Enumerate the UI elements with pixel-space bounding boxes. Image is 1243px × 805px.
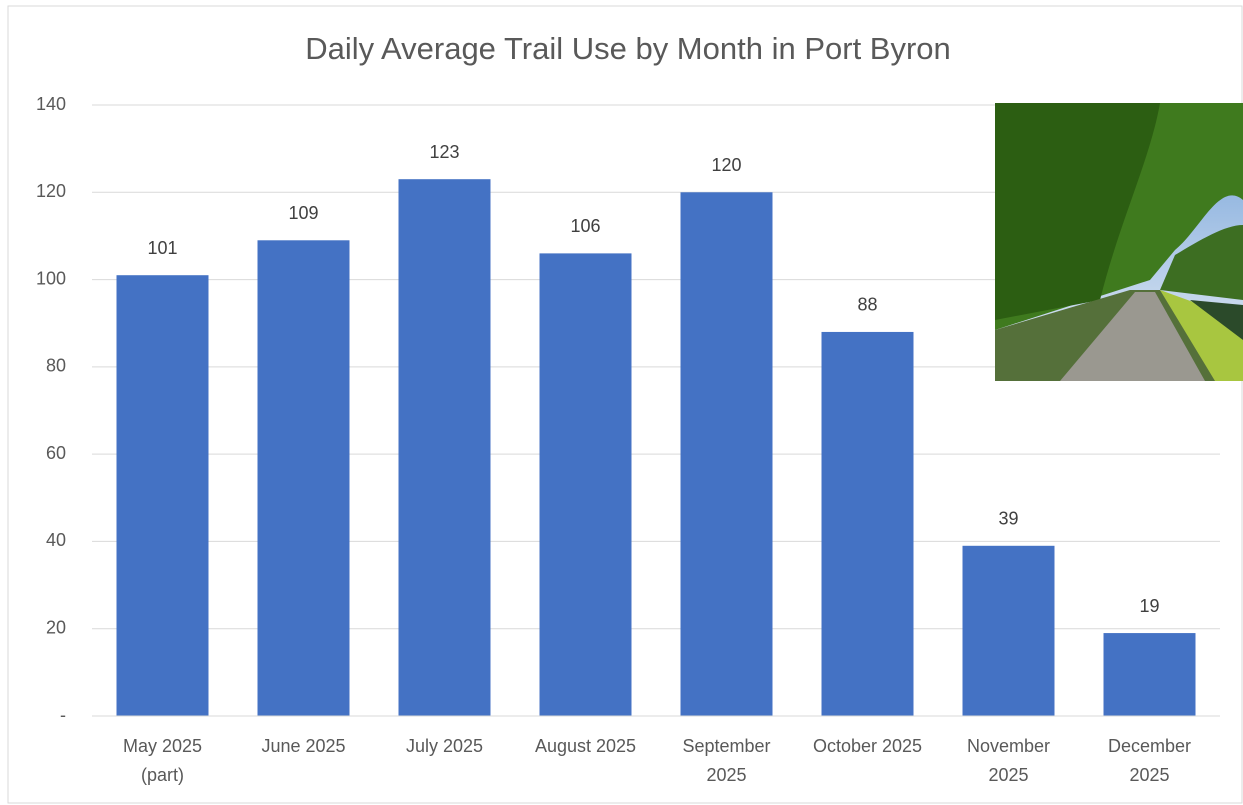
bar <box>681 192 773 716</box>
photo <box>995 103 1243 381</box>
data-label: 19 <box>1139 596 1159 616</box>
bar <box>540 253 632 716</box>
x-tick-label: May 2025 (part) <box>93 732 233 790</box>
data-label: 120 <box>711 155 741 175</box>
x-tick-label: November 2025 <box>939 732 1079 790</box>
bar <box>258 240 350 716</box>
data-label: 39 <box>998 509 1018 529</box>
x-tick-label: June 2025 <box>234 732 374 761</box>
x-tick-label: August 2025 <box>516 732 656 761</box>
chart-title: Daily Average Trail Use by Month in Port… <box>305 31 951 66</box>
data-label: 101 <box>147 238 177 258</box>
chart: Daily Average Trail Use by Month in Port… <box>0 0 1243 805</box>
y-tick-label: 20 <box>46 617 66 637</box>
bar <box>117 275 209 716</box>
y-tick-label: - <box>60 705 66 725</box>
y-tick-label: 100 <box>36 268 66 288</box>
x-tick-label: October 2025 <box>798 732 938 761</box>
y-tick-label: 120 <box>36 181 66 201</box>
x-tick-label: July 2025 <box>375 732 515 761</box>
bar <box>822 332 914 716</box>
data-label: 123 <box>429 142 459 162</box>
x-tick-label: September 2025 <box>657 732 797 790</box>
x-tick-label: December 2025 <box>1080 732 1220 790</box>
bar <box>1104 633 1196 716</box>
chart-container: Daily Average Trail Use by Month in Port… <box>0 0 1243 805</box>
data-label: 88 <box>857 295 877 315</box>
y-tick-label: 60 <box>46 443 66 463</box>
y-tick-label: 140 <box>36 94 66 114</box>
y-tick-label: 40 <box>46 530 66 550</box>
y-tick-label: 80 <box>46 356 66 376</box>
data-label: 109 <box>288 203 318 223</box>
bar <box>963 546 1055 716</box>
bar <box>399 179 491 716</box>
data-label: 106 <box>570 216 600 236</box>
